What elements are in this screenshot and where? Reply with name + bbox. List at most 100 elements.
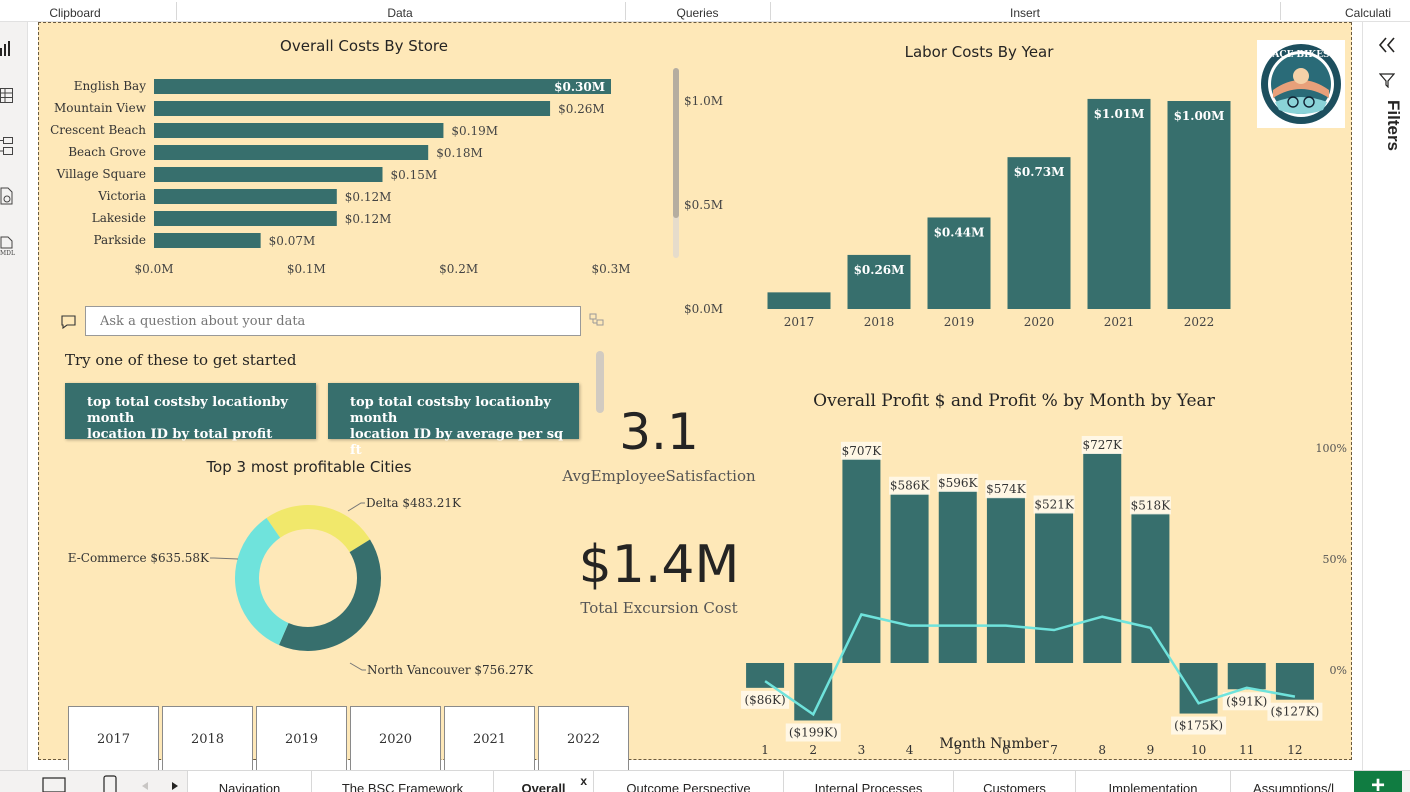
store-bar[interactable] xyxy=(154,101,551,116)
qa-suggestion-1[interactable]: top total costsby locationby month locat… xyxy=(65,383,316,442)
ribbon-separator xyxy=(1280,2,1281,20)
donut-data-label: E-Commerce $635.58K xyxy=(68,551,210,565)
store-costs-chart[interactable]: English Bay $0.30M Mountain View $0.26M Cres… xyxy=(39,63,659,313)
prev-tab-icon[interactable] xyxy=(140,781,150,791)
profit-chart[interactable]: ($86K) 1 ($199K) 2 $707K 3 $586K 4 $596K 5 $574K 6 $… xyxy=(679,413,1353,759)
store-bar[interactable] xyxy=(154,211,337,226)
store-bar[interactable] xyxy=(154,167,383,182)
next-tab-icon[interactable] xyxy=(170,781,180,791)
profit-x-tick: 5 xyxy=(954,743,962,757)
profit-x-tick: 2 xyxy=(809,743,817,757)
profit-bar[interactable] xyxy=(746,663,785,688)
ribbon-group-queries[interactable]: Queries xyxy=(676,6,719,20)
profit-bar[interactable] xyxy=(938,490,977,663)
year-slicer-option[interactable]: 2018 xyxy=(162,706,253,772)
labor-data-label: $0.44M xyxy=(934,225,985,239)
model-view-icon[interactable] xyxy=(0,136,16,156)
labor-bar[interactable] xyxy=(847,254,911,309)
profit-x-tick: 9 xyxy=(1147,743,1155,757)
desktop-layout-icon[interactable] xyxy=(42,777,66,792)
labor-costs-chart[interactable]: $0.0M $0.5M $1.0M 2017 $0.26M 2018 $0.44M 2019 $… xyxy=(679,83,1249,343)
store-category-label: Victoria xyxy=(97,189,146,203)
mobile-layout-icon[interactable] xyxy=(103,775,117,792)
add-page-button[interactable]: + xyxy=(1354,771,1402,792)
labor-bar[interactable] xyxy=(1167,101,1231,309)
filters-pane: Filters xyxy=(1362,22,1410,770)
page-tab[interactable]: Navigation xyxy=(187,771,311,792)
qa-suggestion-1-line1: top total costsby locationby month xyxy=(87,395,288,426)
labor-bar[interactable] xyxy=(1007,157,1071,309)
profit-bar[interactable] xyxy=(1227,663,1266,690)
labor-bar[interactable] xyxy=(927,217,991,309)
svg-text:MDL: MDL xyxy=(0,250,15,256)
store-bar[interactable] xyxy=(154,145,429,160)
visual-scrollbar-track[interactable] xyxy=(673,68,679,258)
year-slicer-option[interactable]: 2022 xyxy=(538,706,629,772)
labor-bar[interactable] xyxy=(1087,98,1151,309)
year-slicer-option[interactable]: 2020 xyxy=(350,706,441,772)
store-bar[interactable] xyxy=(154,123,444,138)
year-slicer-option[interactable]: 2019 xyxy=(256,706,347,772)
page-tab-label: Overall xyxy=(521,781,566,792)
labor-y-tick: $1.0M xyxy=(684,94,723,108)
qa-convert-icon[interactable] xyxy=(589,313,605,327)
profit-data-label: $586K xyxy=(890,479,931,493)
report-view-icon[interactable] xyxy=(0,38,16,58)
filters-label[interactable]: Filters xyxy=(1384,100,1403,152)
page-tab[interactable]: The BSC Framework xyxy=(311,771,493,792)
store-bar[interactable] xyxy=(154,233,261,248)
profit-data-label: ($175K) xyxy=(1174,719,1223,733)
profit-bar[interactable] xyxy=(842,458,881,663)
page-tab[interactable]: Outcome Perspective xyxy=(593,771,783,792)
page-tab[interactable]: Internal Processes xyxy=(783,771,953,792)
labor-x-tick: 2022 xyxy=(1184,315,1215,329)
page-tab[interactable]: Customers xyxy=(953,771,1075,792)
page-tab[interactable]: Assumptions/l xyxy=(1230,771,1356,792)
logo-text: ACE BIKES xyxy=(1271,50,1329,60)
profit-bar[interactable] xyxy=(1131,513,1170,663)
profit-bar[interactable] xyxy=(1083,453,1122,663)
qa-chat-icon[interactable] xyxy=(61,315,77,329)
page-tab[interactable]: Overall x xyxy=(493,771,593,792)
donut-slice[interactable] xyxy=(223,493,393,663)
profit-bar[interactable] xyxy=(890,493,929,663)
store-chart-title: Overall Costs By Store xyxy=(280,37,448,55)
labor-bar[interactable] xyxy=(767,292,831,309)
labor-x-tick: 2020 xyxy=(1024,315,1055,329)
qa-scrollbar[interactable] xyxy=(596,351,604,413)
profit-label-bg xyxy=(785,723,841,742)
profit-bar[interactable] xyxy=(1179,663,1218,714)
company-logo: ACE BIKES xyxy=(1257,40,1345,128)
ribbon-group-insert[interactable]: Insert xyxy=(1009,6,1040,20)
profit-bar[interactable] xyxy=(794,663,833,721)
ribbon-group-clipboard[interactable]: Clipboard xyxy=(49,6,101,20)
profit-y2-tick: 0% xyxy=(1330,664,1347,677)
qa-question-input[interactable] xyxy=(85,306,581,336)
year-slicer-option[interactable]: 2021 xyxy=(444,706,535,772)
ribbon-group-data[interactable]: Data xyxy=(387,6,413,20)
year-slicer-option[interactable]: 2017 xyxy=(68,706,159,772)
store-bar[interactable] xyxy=(154,189,337,204)
donut-slice[interactable] xyxy=(223,493,393,663)
profit-label-bg xyxy=(1171,716,1227,735)
page-tab[interactable]: Implementation xyxy=(1075,771,1230,792)
profit-x-axis-label: Month Number xyxy=(939,736,1049,752)
tmdl-view-icon[interactable]: MDL xyxy=(0,236,16,256)
store-bar[interactable] xyxy=(154,79,611,94)
profit-bar[interactable] xyxy=(1035,512,1074,663)
cities-donut-chart[interactable]: Delta $483.21K North Vancouver $756.27K E-… xyxy=(39,483,599,683)
ribbon-group-calculations[interactable]: Calculati xyxy=(1345,6,1392,20)
table-view-icon[interactable] xyxy=(0,86,16,106)
report-page: Overall Costs By Store English Bay $0.30M… xyxy=(38,22,1353,772)
store-category-label: Lakeside xyxy=(92,211,146,225)
profit-y2-tick: 50% xyxy=(1323,553,1347,566)
donut-leader-line xyxy=(210,557,239,560)
close-tab-icon[interactable]: x xyxy=(580,774,587,788)
store-category-label: Parkside xyxy=(94,233,146,247)
profit-percent-line[interactable] xyxy=(764,613,1296,717)
dax-query-icon[interactable] xyxy=(0,186,16,206)
profit-bar[interactable] xyxy=(986,497,1025,663)
qa-suggestion-2[interactable]: top total costsby locationby month locat… xyxy=(328,383,579,458)
visual-scrollbar-thumb[interactable] xyxy=(673,68,679,218)
collapse-pane-icon[interactable] xyxy=(1377,36,1397,54)
